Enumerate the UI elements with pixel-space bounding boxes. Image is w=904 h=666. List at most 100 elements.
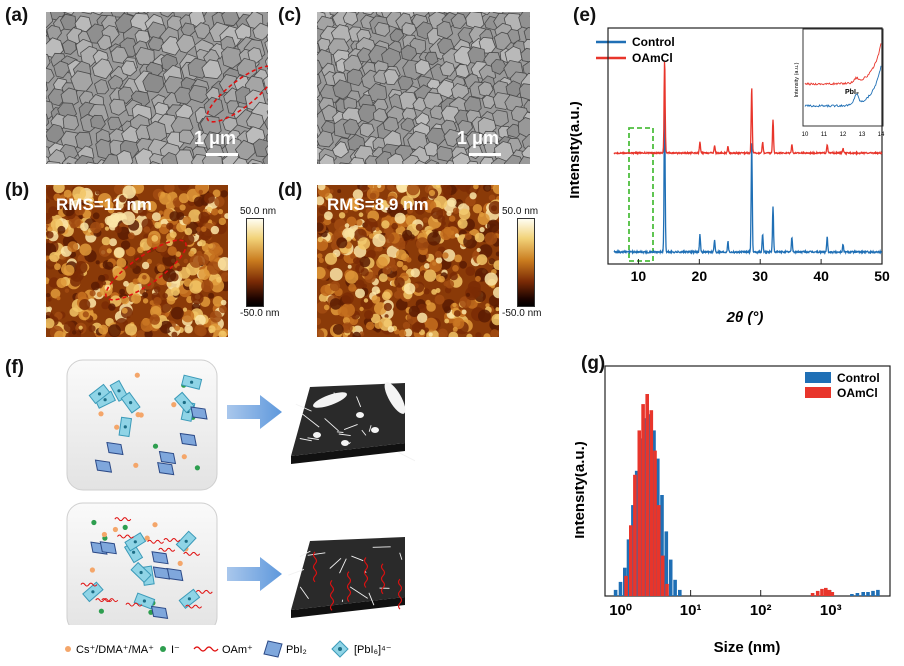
- rms-value: RMS=8.9 nm: [327, 195, 429, 214]
- dls-bar-oamcl: [645, 394, 649, 596]
- panel-label-g: (g): [581, 353, 606, 374]
- panel-label-c: (c): [278, 5, 302, 26]
- scale-bar-label: 1 μm: [457, 128, 500, 148]
- pbi2-rhombus-icon: [263, 640, 283, 658]
- dls-x-tick-label: 10³: [820, 602, 842, 619]
- schematic-legend: Cs⁺/DMA⁺/MA⁺ I⁻ OAm⁺ PbI₂ [PbI₆]⁴⁻: [65, 640, 392, 658]
- dls-bar-control: [673, 579, 677, 596]
- dls-bar-control: [613, 589, 618, 596]
- dls-chart: Intensity(a.u.) Size (nm) Control OAmCl …: [575, 365, 891, 656]
- rms-value: RMS=11 nm: [56, 195, 152, 214]
- panel-label-e: (e): [573, 5, 597, 26]
- film-oamcl: [288, 537, 405, 618]
- inset-tick-label: 12: [840, 132, 847, 138]
- dls-bar-oamcl: [624, 575, 628, 596]
- panel-label-d: (d): [278, 180, 303, 201]
- dls-bar-control: [850, 594, 854, 596]
- inset-series: [804, 65, 882, 108]
- panel-label-a: (a): [5, 5, 29, 26]
- cation-dot-icon: [65, 646, 71, 652]
- dls-bar-control: [618, 581, 623, 596]
- inset-tick-label: 13: [859, 132, 866, 138]
- xrd-x-tick-label: 30: [752, 268, 768, 284]
- afm-image-oamcl: RMS=8.9 nm: [317, 185, 499, 337]
- dls-bar-control: [664, 531, 669, 596]
- dls-bar-control: [668, 559, 673, 596]
- legend-cations: Cs⁺/DMA⁺/MA⁺: [76, 644, 154, 656]
- afm-image-control: RMS=11 nm: [46, 185, 228, 337]
- legend-oam: OAm⁺: [222, 644, 253, 656]
- dls-bar-oamcl: [641, 404, 645, 596]
- dls-x-tick-label: 10¹: [680, 602, 702, 619]
- xrd-x-tick-label: 40: [813, 268, 829, 284]
- xrd-y-axis-label: Intensity(a.u.): [570, 101, 583, 199]
- dls-bar-control: [626, 539, 631, 596]
- inset-tick-label: 14: [878, 132, 885, 138]
- dls-bar-oamcl: [649, 410, 654, 596]
- crystallization-schematic: [66, 359, 415, 625]
- legend-iodide: I⁻: [171, 644, 180, 656]
- inset-frame: [802, 28, 884, 127]
- sem-grains-control: [46, 12, 268, 164]
- film-control: [291, 382, 415, 464]
- colorbar-max: 50.0 nm: [240, 206, 277, 217]
- inset-y-label: Intensity (a.u.): [794, 62, 800, 97]
- dls-bar-oamcl: [830, 592, 835, 596]
- afm-colorbar: [246, 218, 264, 307]
- dls-bar-control: [876, 589, 880, 596]
- dls-bar-oamcl: [629, 525, 633, 596]
- xrd-x-tick-label: 10: [631, 268, 647, 284]
- afm-colorbar: [517, 218, 535, 307]
- legend-oamcl: OAmCl: [837, 386, 878, 400]
- colorbar-min: -50.0 nm: [502, 308, 542, 319]
- panel-label-b: (b): [5, 180, 30, 201]
- oam-chain-icon: [193, 646, 219, 652]
- dls-bar-control: [634, 470, 639, 596]
- dls-bar-oamcl: [656, 505, 661, 596]
- xrd-x-tick-label: 50: [874, 268, 890, 284]
- pbi2-region-box: [628, 127, 654, 262]
- inset-annotation: PbI₂: [845, 89, 859, 96]
- inset-tick-label: 10: [802, 132, 809, 138]
- dls-axes-frame: [604, 365, 891, 597]
- iodide-dot-icon: [160, 646, 166, 652]
- dls-bar-control: [871, 590, 875, 596]
- scale-bar: [206, 153, 238, 156]
- afm-highlight-ellipse: [105, 239, 187, 301]
- dls-bar-control: [660, 495, 664, 596]
- sem-image-oamcl: 1 μm: [317, 12, 530, 164]
- xrd-axes-frame: [607, 27, 883, 265]
- process-arrow: [227, 395, 282, 429]
- sem-grains-oamcl: [317, 12, 530, 164]
- dls-bar-oamcl: [810, 593, 815, 596]
- xrd-chart: Intensity(a.u.) 2θ (°) Control OAmCl Int…: [570, 27, 890, 326]
- xrd-x-axis-label: 2θ (°): [726, 309, 764, 326]
- dls-bar-control: [678, 589, 682, 596]
- dls-bar-oamcl: [633, 474, 637, 596]
- dls-bar-oamcl: [827, 589, 831, 596]
- scale-bar: [469, 153, 501, 156]
- xrd-legend: Control OAmCl: [596, 35, 675, 65]
- dls-x-tick-label: 10⁰: [609, 602, 632, 619]
- legend-swatch-control: [805, 372, 831, 383]
- scale-bar-label: 1 μm: [194, 128, 237, 148]
- legend-pbi2: PbI₂: [286, 644, 307, 656]
- xrd-inset: Intensity (a.u.) PbI₂ 10 11 12 13 14: [794, 28, 885, 138]
- colorbar-min: -50.0 nm: [240, 308, 280, 319]
- legend-control: Control: [837, 371, 880, 385]
- legend-pbi6: [PbI₆]⁴⁻: [354, 644, 392, 656]
- xrd-series-oamcl: [613, 61, 883, 157]
- legend-swatch-oamcl: [805, 387, 831, 398]
- dls-bar-control: [855, 593, 860, 596]
- dls-legend: Control OAmCl: [805, 371, 880, 400]
- dls-bar-control: [861, 592, 865, 596]
- dls-bar-oamcl: [665, 583, 669, 596]
- inset-tick-label: 11: [821, 132, 828, 138]
- dls-bar-oamcl: [660, 555, 665, 596]
- dls-bar-oamcl: [820, 588, 824, 596]
- legend-oamcl: OAmCl: [632, 51, 673, 65]
- panel-label-f: (f): [5, 357, 24, 378]
- dls-bar-control: [866, 592, 870, 596]
- pbi2-highlight-ellipse: [206, 65, 268, 123]
- xrd-series-control: [613, 106, 883, 256]
